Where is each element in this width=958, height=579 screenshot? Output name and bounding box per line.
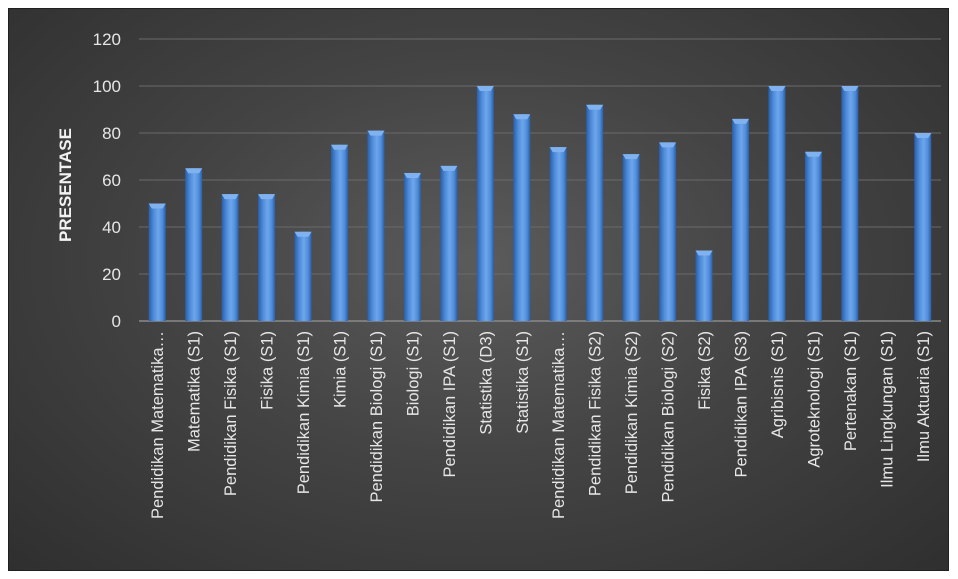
x-tick-label: Biologi (S1) [404,331,422,416]
bar [295,232,312,321]
bar [550,147,567,321]
bar-cap [149,204,166,209]
bar-body [696,251,713,322]
x-tick-label: Pendidikan IPA (S3) [733,331,751,477]
x-tick-label: Matematika (S1) [186,331,204,452]
x-tick-label: Fisika (S1) [259,331,277,410]
bar [258,194,275,321]
x-axis-labels: Pendidikan Matematika… Matematika (S1) Pen… [149,331,933,519]
y-tick-label: 100 [93,77,121,96]
bar-cap [185,168,202,173]
bar-body [149,204,166,322]
x-tick-label: Statistika (D3) [477,331,495,435]
x-tick-label: Pendidikan Fisika (S2) [587,331,605,496]
x-tick-label: Fisika (S2) [696,331,714,410]
x-tick-label: Agribisnis (S1) [769,331,787,438]
bar-body [732,119,749,321]
x-tick-label: Pendidikan Biologi (S1) [368,331,386,503]
bar [513,114,530,321]
chart-area: 0 20 40 60 80 100 120 Pendidikan Matematika… Ma… [8,8,949,571]
y-axis-ticks: 0 20 40 60 80 100 120 [93,30,121,331]
bar-body [222,194,239,321]
x-tick-label: Pendidikan Kimia (S2) [623,331,641,494]
y-axis-title: PRESENTASE [56,128,75,242]
y-tick-label: 80 [102,124,121,143]
bar-chart: 0 20 40 60 80 100 120 Pendidikan Matematika… Ma… [9,9,949,571]
bar [367,131,384,321]
bar [659,142,676,321]
x-tick-label: Statistika (S1) [514,331,532,434]
bar [477,86,494,321]
bar-body [586,105,603,321]
bar-body [477,86,494,321]
bar-body [768,86,785,321]
bar-body [258,194,275,321]
y-tick-label: 40 [102,218,121,237]
bar [732,119,749,321]
bar [331,145,348,321]
bar-body [841,86,858,321]
bar [696,251,713,322]
bar-body [440,166,457,321]
bar [440,166,457,321]
bar [185,168,202,321]
bar-body [185,168,202,321]
bar-body [367,131,384,321]
bar [805,152,822,321]
x-tick-label: Pendidikan Matematika… [149,331,167,519]
bar [914,133,931,321]
x-tick-label: Kimia (S1) [332,331,350,408]
bar-body [295,232,312,321]
bar-body [623,154,640,321]
x-tick-label: Pendidikan Kimia (S1) [295,331,313,494]
y-tick-label: 20 [102,265,121,284]
x-tick-label: Pendidikan Biologi (S2) [660,331,678,503]
x-tick-label: Agroteknologi (S1) [805,331,823,468]
bar [841,86,858,321]
x-tick-label: Pertenakan (S1) [842,331,860,451]
bar [222,194,239,321]
bar-body [659,142,676,321]
bar [149,204,166,322]
bar [586,105,603,321]
bar [768,86,785,321]
bar-body [331,145,348,321]
bar-body [404,173,421,321]
x-tick-label: Pendidikan IPA (S1) [441,331,459,477]
x-tick-label: Ilmu Aktuaria (S1) [915,331,933,462]
bar [623,154,640,321]
bars [149,86,932,321]
bar-body [513,114,530,321]
x-tick-label: Pendidikan Matematika… [550,331,568,519]
x-tick-label: Pendidikan Fisika (S1) [222,331,240,496]
bar [404,173,421,321]
bar-cap [222,194,239,199]
x-tick-label: Ilmu Lingkungan (S1) [878,331,896,488]
y-tick-label: 0 [112,312,121,331]
bar-body [550,147,567,321]
y-tick-label: 120 [93,30,121,49]
bar-body [914,133,931,321]
bar-body [805,152,822,321]
y-tick-label: 60 [102,171,121,190]
